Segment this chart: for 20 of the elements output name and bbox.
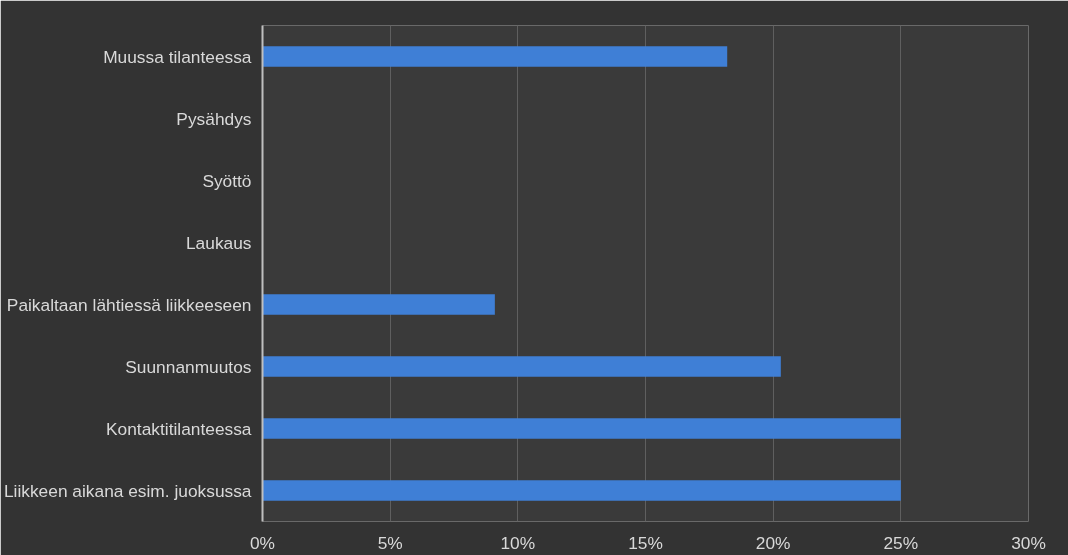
- y-tick-label: Laukaus: [185, 232, 252, 253]
- y-tick-label: Muussa tilanteessa: [103, 46, 252, 67]
- y-tick-label: Kontaktitilanteessa: [106, 418, 252, 439]
- x-tick-label: 5%: [377, 532, 403, 553]
- bar: [262, 294, 495, 315]
- bar: [262, 480, 901, 501]
- x-tick-label: 25%: [883, 532, 919, 553]
- y-tick-label: Suunnanmuutos: [125, 356, 252, 377]
- x-tick-label: 10%: [500, 532, 536, 553]
- x-tick-label: 0%: [249, 532, 276, 553]
- y-tick-label: Liikkeen aikana esim. juoksussa: [3, 480, 252, 501]
- bar: [262, 418, 901, 439]
- y-tick-label: Paikaltaan lähtiessä liikkeeseen: [6, 294, 252, 315]
- y-tick-label: Syöttö: [202, 170, 252, 191]
- bar: [262, 356, 781, 377]
- x-tick-label: 30%: [1011, 532, 1046, 553]
- x-tick-label: 20%: [755, 532, 791, 553]
- y-tick-label: Pysähdys: [176, 108, 252, 129]
- bar: [262, 46, 728, 67]
- x-tick-label: 15%: [628, 532, 663, 553]
